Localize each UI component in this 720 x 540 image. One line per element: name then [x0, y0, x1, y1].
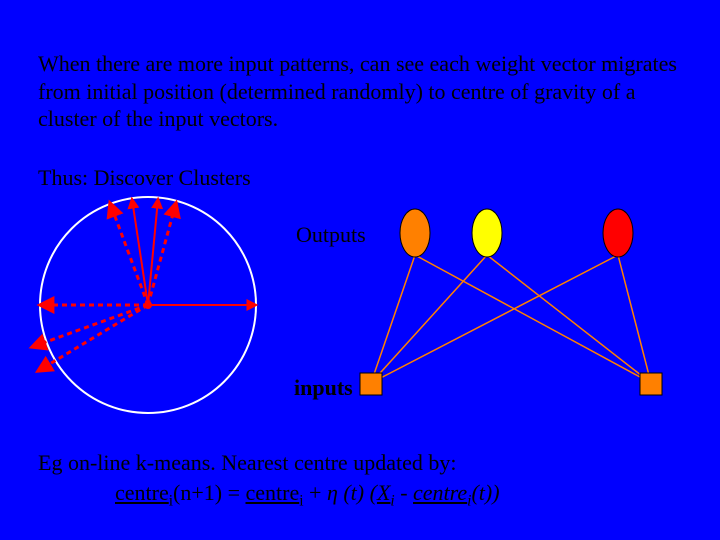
formula-eta: η [327, 480, 338, 505]
formula-eq: = [222, 480, 245, 505]
p3-prefix: Eg on-line k-means. Nearest centre updat… [38, 450, 456, 475]
paragraph-2: Thus: Discover Clusters [38, 165, 251, 191]
formula-open: ( [370, 480, 377, 505]
formula-centre-2: centrei [246, 480, 304, 505]
paragraph-1: When there are more input patterns, can … [38, 50, 680, 133]
formula-centre-1: centrei [115, 480, 173, 505]
formula-plus: + [304, 480, 327, 505]
formula-nplus1: (n+1) [173, 480, 222, 505]
circle-diagram [32, 197, 256, 413]
formula-X: Xi [377, 480, 395, 505]
formula-t: (t) [338, 480, 370, 505]
formula-t2: (t)) [471, 480, 499, 505]
formula-minus: - [395, 480, 413, 505]
diagram-svg [0, 195, 720, 420]
paragraph-3: Eg on-line k-means. Nearest centre updat… [38, 448, 500, 512]
slide: When there are more input patterns, can … [0, 0, 720, 540]
network-diagram [360, 209, 662, 395]
formula-centre-3: centrei [413, 480, 471, 505]
